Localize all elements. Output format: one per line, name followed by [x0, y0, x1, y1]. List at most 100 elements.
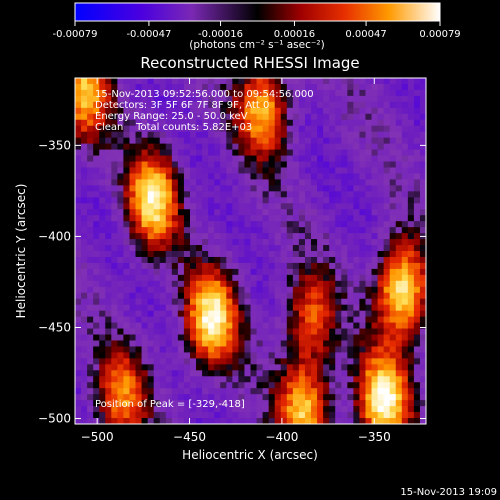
heatmap-cell: [377, 125, 385, 133]
heatmap-cell: [189, 125, 197, 133]
heatmap-cell: [341, 167, 348, 174]
heatmap-cell: [401, 83, 409, 91]
heatmap-cell: [81, 101, 88, 109]
heatmap-cell: [341, 191, 348, 198]
heatmap-cell: [317, 268, 324, 276]
heatmap-cell: [329, 274, 336, 282]
heatmap-cell: [196, 78, 203, 85]
heatmap-cell: [256, 173, 263, 180]
heatmap-cell: [226, 233, 233, 240]
heatmap-cell: [401, 191, 409, 198]
heatmap-cell: [371, 233, 378, 240]
heatmap-cell: [419, 78, 426, 85]
heatmap-cell: [75, 125, 82, 133]
heatmap-cell: [141, 107, 149, 115]
heatmap-cell: [250, 197, 257, 204]
heatmap-cell: [401, 292, 409, 300]
heatmap-cell: [268, 119, 276, 127]
heatmap-cell: [262, 364, 270, 371]
heatmap-cell: [274, 394, 282, 401]
heatmap-cell: [401, 304, 409, 312]
heatmap-cell: [407, 209, 415, 216]
heatmap-cell: [159, 262, 167, 270]
heatmap-cell: [280, 346, 288, 353]
heatmap-cell: [183, 185, 191, 192]
heatmap-cell: [244, 298, 251, 306]
heatmap-cell: [105, 143, 112, 150]
heatmap-cell: [165, 78, 173, 85]
heatmap-cell: [268, 179, 276, 186]
heatmap-cell: [317, 322, 324, 329]
heatmap-cell: [220, 233, 227, 240]
heatmap-cell: [87, 215, 94, 222]
heatmap-cell: [304, 119, 312, 127]
heatmap-cell: [238, 304, 245, 312]
heatmap-cell: [196, 101, 203, 109]
heatmap-cell: [75, 155, 82, 162]
heatmap-cell: [75, 113, 82, 121]
heatmap-cell: [304, 239, 312, 246]
heatmap-cell: [244, 328, 251, 335]
heatmap-cell: [353, 310, 360, 318]
heatmap-cell: [311, 107, 318, 115]
heatmap-cell: [329, 89, 336, 97]
heatmap-cell: [341, 179, 348, 186]
heatmap-cell: [286, 322, 294, 329]
heatmap-cell: [111, 167, 118, 174]
heatmap-cell: [280, 227, 288, 234]
heatmap-cell: [317, 203, 324, 210]
heatmap-cell: [171, 131, 179, 139]
heatmap-cell: [329, 406, 336, 413]
heatmap-cell: [329, 113, 336, 121]
heatmap-cell: [389, 149, 397, 156]
heatmap-cell: [371, 322, 378, 329]
heatmap-cell: [87, 334, 94, 341]
heatmap-cell: [93, 191, 100, 198]
heatmap-cell: [268, 137, 276, 145]
heatmap-cell: [105, 286, 112, 294]
heatmap-cell: [111, 352, 118, 359]
heatmap-cell: [171, 197, 179, 204]
heatmap-cell: [141, 316, 149, 323]
heatmap-cell: [323, 292, 330, 300]
heatmap-cell: [419, 370, 426, 377]
heatmap-cell: [105, 274, 112, 282]
heatmap-cell: [335, 352, 342, 359]
heatmap-cell: [341, 352, 348, 359]
heatmap-cell: [93, 239, 100, 246]
heatmap-cell: [274, 227, 282, 234]
heatmap-cell: [135, 227, 142, 234]
heatmap-cell: [389, 197, 397, 204]
heatmap-cell: [292, 149, 300, 156]
heatmap-cell: [189, 149, 197, 156]
heatmap-cell: [226, 382, 233, 389]
heatmap-cell: [123, 191, 130, 198]
heatmap-cell: [87, 95, 94, 103]
heatmap-cell: [135, 376, 142, 383]
heatmap-cell: [359, 346, 366, 353]
heatmap-cell: [335, 173, 342, 180]
heatmap-cell: [141, 233, 149, 240]
heatmap-cell: [105, 155, 112, 162]
heatmap-cell: [256, 304, 263, 312]
heatmap-cell: [298, 370, 306, 377]
heatmap-cell: [165, 155, 173, 162]
heatmap-cell: [419, 251, 426, 258]
heatmap-cell: [413, 209, 421, 216]
heatmap-cell: [256, 149, 263, 156]
heatmap-cell: [335, 233, 342, 240]
heatmap-cell: [341, 304, 348, 312]
heatmap-cell: [304, 376, 312, 383]
heatmap-cell: [93, 388, 100, 395]
heatmap-cell: [196, 239, 203, 246]
heatmap-cell: [329, 412, 336, 419]
heatmap-cell: [129, 400, 136, 407]
heatmap-cell: [298, 155, 306, 162]
heatmap-cell: [359, 155, 366, 162]
heatmap-cell: [208, 167, 215, 174]
heatmap-cell: [123, 418, 130, 424]
heatmap-cell: [123, 370, 130, 377]
heatmap-cell: [365, 143, 372, 150]
heatmap-cell: [183, 125, 191, 133]
heatmap-cell: [105, 179, 112, 186]
